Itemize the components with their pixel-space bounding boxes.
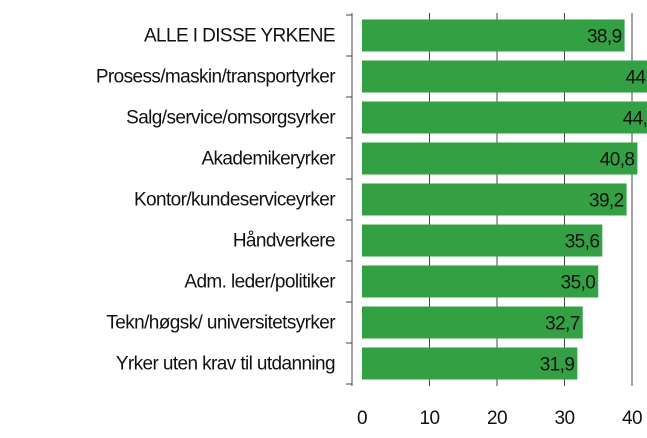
bar bbox=[362, 101, 647, 134]
x-tick-label: 40 bbox=[622, 408, 642, 429]
value-label: 35,6 bbox=[565, 232, 600, 253]
category-label: Yrker uten krav til utdanning bbox=[116, 354, 335, 375]
value-label: 32,7 bbox=[545, 314, 580, 335]
category-label: Adm. leder/politiker bbox=[184, 272, 336, 293]
x-tick-label: 10 bbox=[420, 408, 440, 429]
bar bbox=[362, 347, 578, 380]
value-label: 44,6 bbox=[625, 68, 647, 89]
category-label: Håndverkere bbox=[233, 231, 335, 252]
value-label: 40,8 bbox=[600, 150, 635, 171]
category-label: Tekn/høgsk/ universitetsyrker bbox=[106, 313, 336, 334]
value-label: 44,2 bbox=[623, 109, 647, 130]
x-tick-label: 20 bbox=[487, 408, 507, 429]
category-label: Kontor/kundeserviceyrker bbox=[134, 190, 336, 211]
bar bbox=[362, 19, 625, 52]
bar bbox=[362, 183, 627, 216]
category-label: ALLE I DISSE YRKENE bbox=[144, 26, 335, 47]
value-label: 39,2 bbox=[589, 191, 624, 212]
bar bbox=[362, 306, 583, 339]
bar bbox=[362, 224, 603, 257]
bar bbox=[362, 265, 599, 298]
x-tick-label: 30 bbox=[555, 408, 575, 429]
bar bbox=[362, 142, 638, 175]
x-tick-label: 0 bbox=[357, 408, 367, 429]
value-label: 38,9 bbox=[587, 27, 622, 48]
category-label: Prosess/maskin/transportyrker bbox=[96, 67, 336, 88]
value-label: 35,0 bbox=[561, 273, 596, 294]
bar bbox=[362, 60, 647, 93]
category-label: Akademikeryrker bbox=[201, 149, 336, 170]
category-label: Salg/service/omsorgsyrker bbox=[126, 108, 336, 129]
value-label: 31,9 bbox=[540, 355, 575, 376]
